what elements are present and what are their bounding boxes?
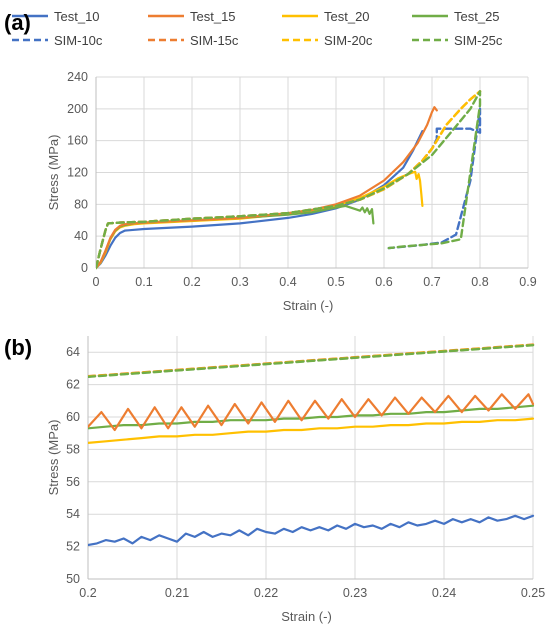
series-line-test-25 xyxy=(96,204,375,270)
series-line-test-15 xyxy=(88,393,535,432)
series-line-test-10 xyxy=(88,514,535,547)
y-tick-label: 64 xyxy=(66,345,80,359)
series-line-test-15 xyxy=(96,106,438,270)
x-tick-label: 0.22 xyxy=(254,586,278,600)
legend-label: Test_25 xyxy=(454,9,500,24)
y-tick-label: 240 xyxy=(67,70,88,84)
x-axis-title: Strain (-) xyxy=(281,609,332,624)
y-tick-label: 40 xyxy=(74,229,88,243)
legend-item-sim-15c: SIM-15c xyxy=(148,33,239,48)
y-tick-label: 120 xyxy=(67,166,88,180)
x-tick-label: 0.9 xyxy=(519,275,536,289)
x-tick-label: 0.6 xyxy=(375,275,392,289)
x-tick-label: 0.7 xyxy=(423,275,440,289)
series-line-test-25 xyxy=(88,404,535,430)
series-group xyxy=(96,90,482,270)
y-tick-label: 200 xyxy=(67,102,88,116)
y-tick-label: 80 xyxy=(74,197,88,211)
legend: Test_10 Test_15 Test_20 Test_25 SIM-10c SIM-1… xyxy=(12,9,503,48)
legend-label: SIM-10c xyxy=(54,33,103,48)
legend-item-sim-25c: SIM-25c xyxy=(412,33,503,48)
x-tick-label: 0.21 xyxy=(165,586,189,600)
x-tick-label: 0.1 xyxy=(135,275,152,289)
y-tick-label: 160 xyxy=(67,134,88,148)
series-line-sim-25c xyxy=(88,344,535,378)
x-tick-label: 0.24 xyxy=(432,586,456,600)
legend-item-sim-10c: SIM-10c xyxy=(12,33,103,48)
series-group xyxy=(88,343,535,547)
x-tick-label: 0.8 xyxy=(471,275,488,289)
y-tick-label: 54 xyxy=(66,507,80,521)
legend-item-test-25: Test_25 xyxy=(412,9,500,24)
x-axis-title: Strain (-) xyxy=(283,298,334,313)
legend-item-test-15: Test_15 xyxy=(148,9,236,24)
series-line-test-20 xyxy=(88,417,535,444)
x-tick-label: 0.5 xyxy=(327,275,344,289)
y-tick-label: 56 xyxy=(66,475,80,489)
panel-label: (b) xyxy=(4,335,32,360)
x-tick-label: 0.3 xyxy=(231,275,248,289)
y-tick-label: 62 xyxy=(66,378,80,392)
x-tick-label: 0.2 xyxy=(79,586,96,600)
series-line-sim-25c xyxy=(96,90,482,270)
legend-item-sim-20c: SIM-20c xyxy=(282,33,373,48)
legend-label: Test_20 xyxy=(324,9,370,24)
y-tick-label: 60 xyxy=(66,410,80,424)
panel-b: (b) 0.2 0.21 0.22 0.23 0.24 0.25 50 52 54 56 58 60 62… xyxy=(4,335,545,624)
y-tick-label: 0 xyxy=(81,261,88,275)
legend-label: SIM-20c xyxy=(324,33,373,48)
gridlines xyxy=(88,336,534,579)
x-tick-label: 0.2 xyxy=(183,275,200,289)
y-axis-title: Stress (MPa) xyxy=(46,135,61,211)
legend-label: Test_10 xyxy=(54,9,100,24)
x-tick-label: 0 xyxy=(93,275,100,289)
x-tick-label: 0.4 xyxy=(279,275,296,289)
legend-label: Test_15 xyxy=(190,9,236,24)
legend-label: SIM-15c xyxy=(190,33,239,48)
y-tick-label: 50 xyxy=(66,572,80,586)
legend-item-test-10: Test_10 xyxy=(12,9,100,24)
y-tick-label: 58 xyxy=(66,442,80,456)
legend-label: SIM-25c xyxy=(454,33,503,48)
y-tick-label: 52 xyxy=(66,540,80,554)
panel-a: (a) 0 0.1 0.2 0.3 0.4 0.5 0.6 0.7 0.8 0.9 0 40 80 120 1… xyxy=(4,10,537,313)
panel-label: (a) xyxy=(4,10,31,35)
legend-item-test-20: Test_20 xyxy=(282,9,370,24)
y-axis-title: Stress (MPa) xyxy=(46,420,61,496)
series-line-test-10 xyxy=(96,130,424,270)
gridlines xyxy=(96,76,529,268)
x-tick-label: 0.23 xyxy=(343,586,367,600)
x-tick-label: 0.25 xyxy=(521,586,545,600)
